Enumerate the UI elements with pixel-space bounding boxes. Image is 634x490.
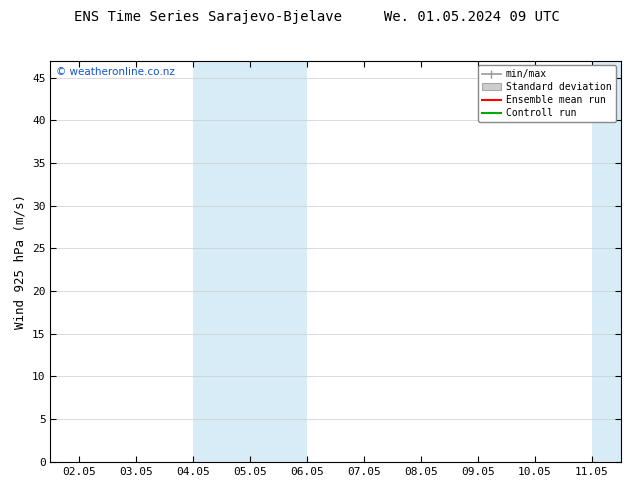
Text: © weatheronline.co.nz: © weatheronline.co.nz xyxy=(56,67,175,76)
Bar xyxy=(592,61,621,462)
Bar xyxy=(193,61,307,462)
Y-axis label: Wind 925 hPa (m/s): Wind 925 hPa (m/s) xyxy=(13,194,27,329)
Text: ENS Time Series Sarajevo-Bjelave     We. 01.05.2024 09 UTC: ENS Time Series Sarajevo-Bjelave We. 01.… xyxy=(74,10,560,24)
Legend: min/max, Standard deviation, Ensemble mean run, Controll run: min/max, Standard deviation, Ensemble me… xyxy=(478,66,616,122)
